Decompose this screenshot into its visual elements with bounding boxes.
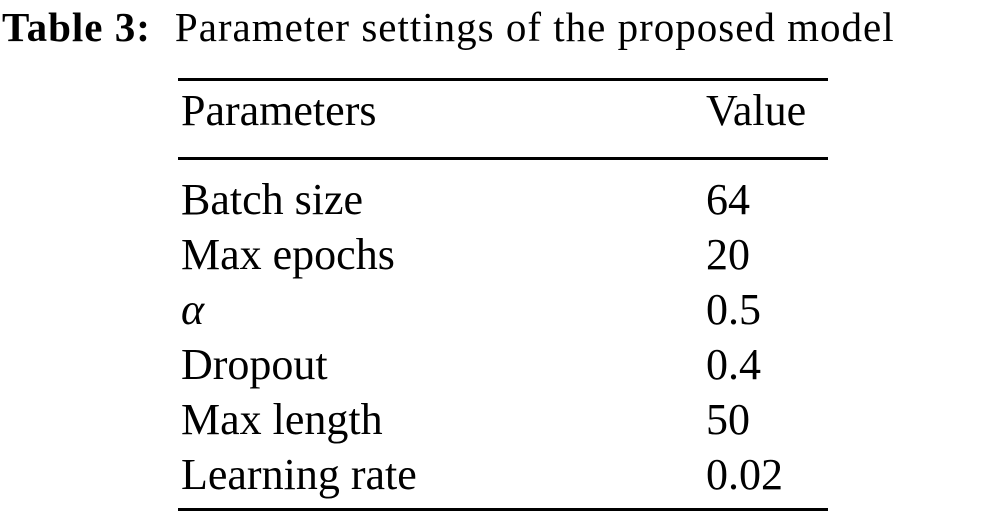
param-cell: Dropout (181, 340, 328, 389)
param-cell-alpha: α (181, 285, 205, 334)
column-header-value: Value (706, 79, 828, 160)
param-cell: Learning rate (181, 450, 417, 499)
table-row: Learning rate 0.02 (178, 447, 828, 510)
column-header-parameters: Parameters (178, 79, 706, 160)
param-cell: Max epochs (181, 230, 395, 279)
table-header: Parameters Value (178, 79, 828, 160)
value-cell: 0.5 (706, 285, 761, 334)
table-row: Dropout 0.4 (178, 337, 828, 392)
parameter-settings-table: Parameters Value Batch size 64 Max epoch… (178, 78, 828, 511)
table-caption: Table 3: Parameter settings of the propos… (2, 2, 895, 53)
value-cell: 64 (706, 175, 750, 224)
header-row: Parameters Value (178, 79, 828, 160)
table-row: Max length 50 (178, 392, 828, 447)
param-cell: Batch size (181, 175, 364, 224)
table-caption-text: Parameter settings of the proposed model (174, 4, 895, 50)
value-cell: 0.4 (706, 340, 761, 389)
value-cell: 20 (706, 230, 750, 279)
table-body: Batch size 64 Max epochs 20 α 0.5 Dropou… (178, 159, 828, 510)
value-cell: 0.02 (706, 450, 783, 499)
value-cell: 50 (706, 395, 750, 444)
table-row: α 0.5 (178, 282, 828, 337)
table-row: Max epochs 20 (178, 227, 828, 282)
table-row: Batch size 64 (178, 159, 828, 228)
table-caption-label: Table 3: (2, 4, 151, 50)
param-cell: Max length (181, 395, 383, 444)
